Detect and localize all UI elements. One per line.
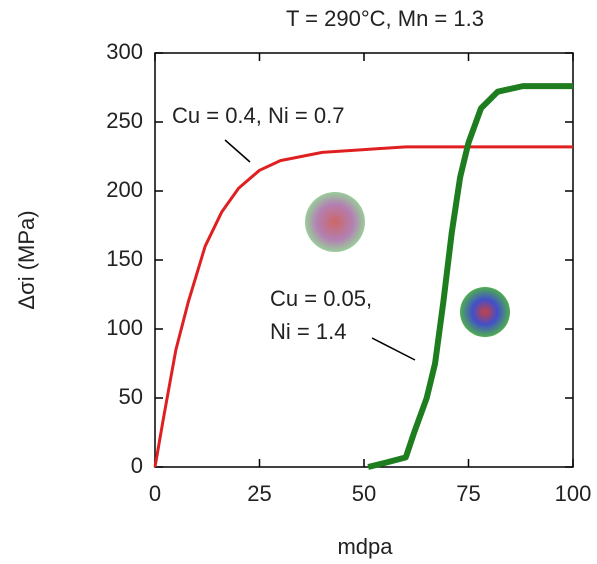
y-tick-label: 250 bbox=[106, 108, 143, 133]
chart-title: T = 290°C, Mn = 1.3 bbox=[286, 6, 484, 31]
x-tick-label: 50 bbox=[352, 481, 376, 506]
data-line bbox=[367, 83, 573, 470]
cluster-image bbox=[305, 192, 365, 252]
y-tick-label: 300 bbox=[106, 39, 143, 64]
data-line bbox=[153, 145, 573, 468]
y-axis-label: Δσi (MPa) bbox=[14, 210, 39, 309]
leader-line bbox=[371, 337, 416, 361]
x-tick-label: 75 bbox=[456, 481, 480, 506]
y-tick-label: 200 bbox=[106, 177, 143, 202]
y-tick-label: 50 bbox=[119, 384, 143, 409]
x-tick-label: 25 bbox=[247, 481, 271, 506]
x-tick-label: 0 bbox=[149, 481, 161, 506]
y-tick-label: 0 bbox=[131, 453, 143, 478]
y-tick-label: 150 bbox=[106, 246, 143, 271]
leader-line bbox=[224, 139, 251, 163]
y-tick-label: 100 bbox=[106, 315, 143, 340]
x-axis-label: mdpa bbox=[337, 534, 393, 559]
annotation: Ni = 1.4 bbox=[270, 319, 346, 344]
annotation: Cu = 0.4, Ni = 0.7 bbox=[172, 103, 344, 128]
x-tick-label: 100 bbox=[555, 481, 592, 506]
annotation: Cu = 0.05, bbox=[270, 286, 372, 311]
cluster-image bbox=[460, 287, 510, 337]
